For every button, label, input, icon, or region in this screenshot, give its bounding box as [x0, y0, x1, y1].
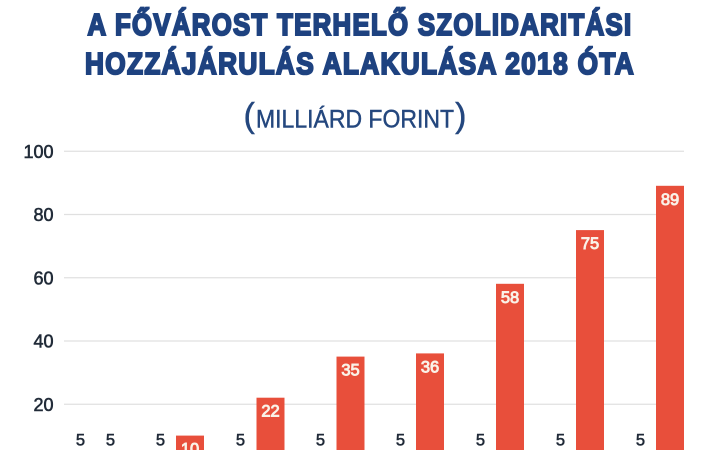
svg-text:5: 5 [396, 432, 405, 450]
svg-text:5: 5 [76, 432, 85, 450]
svg-text:A FŐVÁROST TERHELŐ SZOLIDARITÁ: A FŐVÁROST TERHELŐ SZOLIDARITÁSI [88, 6, 633, 42]
svg-text:20: 20 [33, 395, 53, 415]
svg-text:5: 5 [236, 432, 245, 450]
svg-text:5: 5 [156, 432, 165, 450]
svg-text:5: 5 [106, 432, 115, 450]
svg-text:36: 36 [421, 358, 439, 376]
svg-text:35: 35 [341, 362, 359, 380]
svg-text:5: 5 [476, 432, 485, 450]
svg-text:5: 5 [316, 432, 325, 450]
svg-text:58: 58 [501, 289, 519, 307]
svg-text:MILLIÁRD FORINT: MILLIÁRD FORINT [256, 105, 454, 134]
svg-text:100: 100 [23, 142, 53, 162]
svg-text:5: 5 [556, 432, 565, 450]
svg-text:89: 89 [661, 191, 679, 209]
svg-text:40: 40 [33, 332, 53, 352]
svg-text:5: 5 [636, 432, 645, 450]
svg-text:75: 75 [581, 235, 599, 253]
svg-text:HOZZÁJÁRULÁS ALAKULÁSA 2018 ÓT: HOZZÁJÁRULÁS ALAKULÁSA 2018 ÓTA [85, 45, 635, 81]
svg-text:22: 22 [261, 403, 279, 421]
svg-text:60: 60 [33, 268, 53, 288]
svg-text:(: ( [244, 97, 256, 135]
svg-text:10: 10 [181, 441, 199, 450]
svg-text:80: 80 [33, 205, 53, 225]
svg-text:): ) [455, 97, 466, 135]
